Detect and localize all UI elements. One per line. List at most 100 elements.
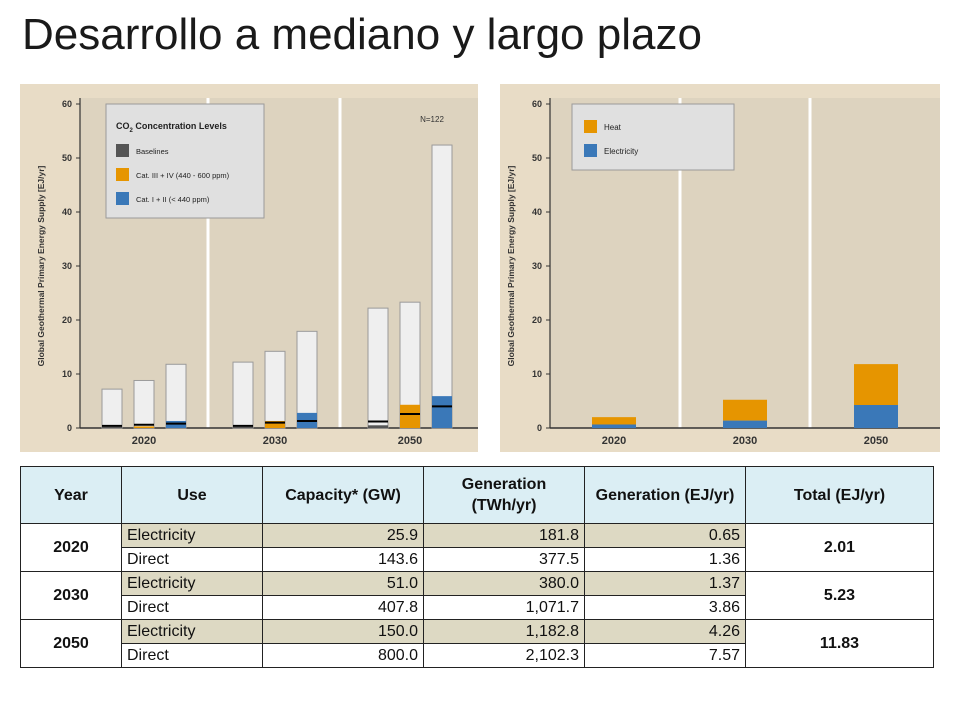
heat-bar: [854, 364, 898, 405]
y-tick-label: 30: [532, 261, 542, 271]
heat-bar: [723, 399, 767, 421]
page-title: Desarrollo a mediano y largo plazo: [22, 10, 702, 59]
generation-twh-cell: 2,102.3: [423, 643, 585, 668]
total-cell: 11.83: [745, 619, 934, 668]
y-tick-label: 60: [532, 99, 542, 109]
x-tick-label: 2030: [263, 435, 287, 447]
table-row: Direct 143.6 377.5 1.36: [21, 547, 934, 572]
header-capacity: Capacity* (GW): [262, 466, 424, 524]
generation-ej-cell: 0.65: [584, 523, 746, 548]
quartile-bar: [134, 426, 154, 428]
x-tick-label: 2050: [864, 435, 888, 447]
year-cell: 2020: [20, 523, 122, 572]
header-generation-twh: Generation (TWh/yr): [423, 466, 585, 524]
total-cell: 2.01: [745, 523, 934, 572]
y-tick-label: 30: [62, 261, 72, 271]
range-bar: [133, 379, 155, 429]
range-bar: [431, 144, 453, 429]
x-tick-label: 2050: [398, 435, 422, 447]
generation-ej-cell: 3.86: [584, 595, 746, 620]
generation-ej-cell: 1.37: [584, 571, 746, 596]
use-cell: Electricity: [121, 619, 263, 644]
legend-swatch: [116, 168, 129, 181]
quartile-bar: [368, 425, 388, 428]
generation-twh-cell: 1,071.7: [423, 595, 585, 620]
capacity-cell: 25.9: [262, 523, 424, 548]
table-row: Direct 800.0 2,102.3 7.57: [21, 643, 934, 668]
quartile-bar: [400, 404, 420, 428]
legend-title: CO2 Concentration Levels: [116, 121, 227, 134]
use-cell: Electricity: [121, 523, 263, 548]
electricity-bar: [854, 404, 898, 428]
geothermal-data-table: Year Use Capacity* (GW) Generation (TWh/…: [20, 466, 934, 668]
generation-twh-cell: 1,182.8: [423, 619, 585, 644]
legend-box: [105, 103, 265, 219]
x-tick-label: 2030: [733, 435, 757, 447]
legend-swatch: [584, 120, 597, 133]
y-tick-label: 40: [62, 207, 72, 217]
legend-label: Baselines: [136, 147, 169, 156]
capacity-cell: 800.0: [262, 643, 424, 668]
legend-swatch: [584, 144, 597, 157]
scenario-chart-panel: 0 10 20 30 40 50 60 Global Geothermal Primary E…: [20, 84, 478, 452]
use-cell: Direct: [121, 643, 263, 668]
y-tick-label: 10: [62, 369, 72, 379]
legend-box: [571, 103, 735, 171]
header-generation-ej: Generation (EJ/yr): [584, 466, 746, 524]
y-tick-label: 0: [67, 423, 72, 433]
generation-twh-cell: 181.8: [423, 523, 585, 548]
capacity-cell: 51.0: [262, 571, 424, 596]
electricity-bar: [592, 424, 636, 428]
y-tick-label: 20: [62, 315, 72, 325]
use-cell: Direct: [121, 595, 263, 620]
y-tick-label: 0: [537, 423, 542, 433]
y-tick-label: 50: [62, 153, 72, 163]
y-axis-label: Global Geothermal Primary Energy Supply …: [506, 165, 516, 366]
range-bar: [264, 350, 286, 429]
legend-label: Cat. I + II (< 440 ppm): [136, 195, 210, 204]
use-cell: Electricity: [121, 571, 263, 596]
y-tick-label: 40: [532, 207, 542, 217]
table-row: 2050 Electricity 150.0 1,182.8 4.26 11.8…: [20, 619, 934, 668]
generation-twh-cell: 380.0: [423, 571, 585, 596]
quartile-bar: [432, 396, 452, 428]
capacity-cell: 143.6: [262, 547, 424, 572]
total-cell: 5.23: [745, 571, 934, 620]
legend-label: Heat: [604, 123, 622, 132]
generation-twh-cell: 377.5: [423, 547, 585, 572]
range-bar: [165, 363, 187, 429]
header-year: Year: [20, 466, 122, 524]
generation-ej-cell: 4.26: [584, 619, 746, 644]
legend-label: Electricity: [604, 147, 638, 156]
table-row: 2020 Electricity 25.9 181.8 0.65 2.01: [20, 523, 934, 572]
capacity-cell: 150.0: [262, 619, 424, 644]
y-tick-label: 10: [532, 369, 542, 379]
legend-label: Cat. III + IV (440 - 600 ppm): [136, 171, 230, 180]
energy-use-chart-panel: 0 10 20 30 40 50 60 Global Geothermal Primary E…: [500, 84, 940, 452]
y-tick-label: 60: [62, 99, 72, 109]
table-row: 2030 Electricity 51.0 380.0 1.37 5.23: [20, 571, 934, 620]
quartile-bar: [233, 426, 253, 428]
quartile-bar: [102, 426, 122, 428]
use-cell: Direct: [121, 547, 263, 572]
y-tick-label: 20: [532, 315, 542, 325]
sample-size-annotation: N=122: [420, 115, 444, 124]
electricity-bar: [723, 420, 767, 428]
header-use: Use: [121, 466, 263, 524]
generation-ej-cell: 7.57: [584, 643, 746, 668]
capacity-cell: 407.8: [262, 595, 424, 620]
table-header-row: Year Use Capacity* (GW) Generation (TWh/…: [20, 466, 934, 524]
y-axis-label: Global Geothermal Primary Energy Supply …: [36, 165, 46, 366]
y-tick-label: 50: [532, 153, 542, 163]
heat-bar: [592, 417, 636, 425]
range-bar: [232, 361, 254, 429]
header-total: Total (EJ/yr): [745, 466, 934, 524]
x-tick-label: 2020: [602, 435, 626, 447]
range-bar: [101, 388, 123, 429]
x-tick-label: 2020: [132, 435, 156, 447]
generation-ej-cell: 1.36: [584, 547, 746, 572]
quartile-bar: [265, 420, 285, 428]
year-cell: 2030: [20, 571, 122, 620]
